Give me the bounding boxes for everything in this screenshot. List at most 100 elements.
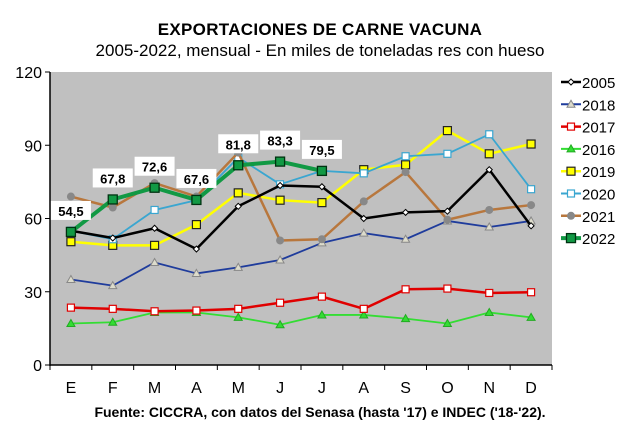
marker-triangle: [107, 280, 118, 290]
marker-square: [317, 198, 327, 208]
legend-label: 2020: [582, 187, 615, 204]
marker-triangle: [358, 228, 369, 237]
marker-square: [485, 288, 494, 298]
data-label: 83,3: [267, 134, 292, 149]
y-tick-label: 120: [15, 65, 42, 82]
series-2022: [65, 156, 328, 238]
marker-triangle: [233, 312, 244, 321]
data-label-bg: [260, 130, 301, 150]
marker-diamond: [443, 207, 452, 215]
series-2017: [66, 284, 536, 316]
x-tick-label: S: [400, 380, 411, 397]
marker-square: [233, 188, 243, 198]
x-tick-label: M: [232, 380, 245, 397]
legend-label: 2022: [582, 231, 615, 248]
marker-diamond: [318, 183, 326, 191]
data-label: 81,8: [226, 137, 251, 152]
x-tick-label: A: [358, 380, 369, 397]
legend-item-2021: 2021: [561, 209, 615, 226]
chart-source: Fuente: CICCRA, con datos del Senasa (ha…: [94, 404, 546, 420]
y-tick-label: 30: [24, 285, 42, 302]
marker-square: [485, 130, 494, 139]
marker-circle: [108, 203, 117, 212]
marker-square: [359, 304, 368, 313]
y-tick-label: 60: [24, 212, 42, 229]
legend-item-2020: 2020: [561, 187, 615, 204]
x-tick-label: N: [483, 380, 495, 397]
marker-triangle: [191, 268, 202, 277]
marker-circle: [527, 201, 536, 210]
data-label-bg: [176, 168, 217, 188]
x-tick-label: D: [525, 380, 537, 397]
marker-square: [149, 240, 160, 250]
legend-label: 2019: [582, 164, 615, 181]
marker-triangle: [66, 274, 76, 284]
legend-item-2016: 2016: [561, 142, 615, 159]
marker-square: [566, 189, 576, 198]
marker-circle: [359, 197, 368, 206]
marker-triangle: [107, 317, 118, 326]
marker-diamond: [485, 165, 493, 174]
marker-square: [108, 304, 117, 313]
data-label: 72,6: [142, 160, 167, 175]
marker-circle: [276, 236, 285, 245]
data-label: 67,8: [100, 171, 125, 186]
series-line-2018: [70, 220, 532, 287]
data-label-bg: [92, 168, 133, 188]
series-line-2005: [70, 168, 533, 251]
marker-diamond: [527, 222, 535, 230]
y-tick-label: 90: [24, 138, 42, 155]
marker-triangle: [526, 312, 536, 321]
marker-square: [443, 284, 452, 293]
marker-triangle: [66, 318, 76, 327]
marker-square: [484, 149, 494, 159]
marker-triangle: [149, 257, 160, 266]
x-tick-label: J: [318, 380, 326, 397]
series-line-2017: [70, 287, 532, 313]
marker-triangle: [484, 307, 495, 317]
y-tick-label: 0: [33, 358, 42, 375]
marker-triangle: [233, 262, 244, 271]
marker-triangle: [275, 319, 285, 329]
data-label-bg: [218, 134, 259, 154]
marker-circle: [485, 205, 494, 214]
series-2019: [66, 125, 536, 250]
chart-subtitle: 2005-2022, mensual - En miles de tonelad…: [95, 41, 545, 60]
marker-triangle: [566, 99, 576, 108]
marker-triangle: [484, 222, 495, 231]
chart-title: EXPORTACIONES DE CARNE VACUNA: [157, 20, 483, 39]
marker-square: [566, 122, 576, 131]
data-label: 79,5: [309, 143, 334, 158]
marker-diamond: [192, 245, 201, 253]
legend-label: 2016: [582, 142, 615, 159]
marker-square: [275, 195, 285, 205]
series-line-2016: [70, 311, 532, 326]
legend-item-2018: 2018: [561, 97, 615, 114]
marker-square: [317, 292, 327, 301]
marker-square: [401, 285, 410, 294]
marker-square: [316, 165, 328, 177]
marker-square: [274, 156, 286, 167]
x-tick-label: A: [191, 380, 202, 397]
marker-square: [400, 160, 411, 170]
marker-square: [65, 226, 77, 238]
marker-triangle: [275, 255, 285, 264]
legend-item-2019: 2019: [561, 164, 615, 181]
marker-square: [526, 185, 536, 194]
marker-circle: [66, 192, 75, 201]
marker-triangle: [358, 309, 369, 319]
marker-square: [233, 160, 244, 171]
series-line-2021: [70, 151, 532, 242]
x-tick-label: F: [108, 380, 118, 397]
legend-label: 2005: [582, 75, 615, 92]
marker-diamond: [567, 78, 575, 86]
marker-diamond: [150, 224, 159, 232]
data-label: 67,6: [184, 172, 209, 187]
legend-item-2005: 2005: [561, 75, 615, 92]
marker-triangle: [317, 309, 327, 319]
x-tick-label: M: [148, 380, 161, 397]
legend-label: 2021: [582, 209, 615, 226]
marker-triangle: [400, 234, 411, 243]
